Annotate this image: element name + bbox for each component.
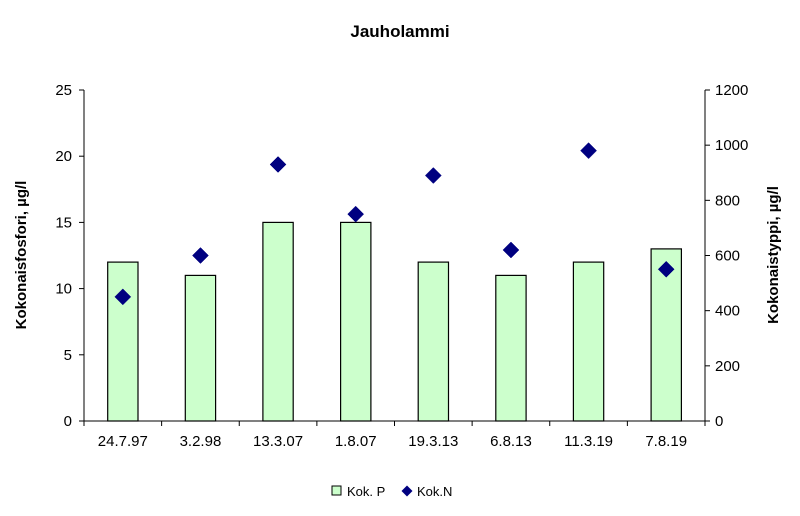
- bar-1.8.07: [340, 221, 372, 422]
- bar-13.3.07: [262, 221, 294, 422]
- point-24.7.97: [114, 288, 132, 306]
- legend: Kok. P Kok.N: [331, 484, 452, 499]
- y-left-tick-label: 5: [64, 347, 72, 364]
- bar-3.2.98: [184, 274, 217, 422]
- x-tick-label: 24.7.97: [98, 433, 148, 450]
- point-19.3.13: [424, 167, 442, 184]
- x-tick-label: 6.8.13: [490, 433, 532, 450]
- bar-6.8.13: [495, 274, 527, 422]
- point-11.3.19: [580, 142, 597, 160]
- legend-swatch-kok-p: [331, 485, 342, 496]
- x-tick-label: 7.8.19: [645, 433, 687, 450]
- x-tick-label: 11.3.19: [564, 433, 613, 450]
- point-6.8.13: [502, 241, 520, 259]
- y-axis-right-label: Kokonaistyppi, µg/l: [765, 186, 782, 324]
- y-left-tick-label: 25: [55, 82, 72, 99]
- point-3.2.98: [192, 247, 209, 264]
- y-right-tick-label: 0: [715, 413, 723, 430]
- chart-title: Jauholammi: [350, 22, 449, 41]
- legend-swatch-kok-n: [401, 485, 413, 497]
- point-13.3.07: [269, 156, 287, 173]
- y-right-tick-label: 1000: [715, 137, 748, 154]
- y-left-tick-label: 10: [55, 281, 72, 298]
- bar-11.3.19: [572, 261, 605, 422]
- plot-area: 0 5 10 15 20 25 0 200 400 600 800 1000 1200 24.7.97 3.…: [55, 82, 748, 450]
- y-right-tick-label: 400: [715, 303, 740, 320]
- point-1.8.07: [347, 205, 365, 223]
- bar-19.3.13: [417, 261, 450, 422]
- y-right-tick-label: 600: [715, 248, 740, 265]
- y-left-tick-label: 15: [55, 214, 72, 231]
- bar-7.8.19: [650, 248, 682, 422]
- point-7.8.19: [657, 260, 675, 278]
- y-right-tick-label: 1200: [715, 82, 748, 99]
- y-right-tick-label: 800: [715, 192, 740, 209]
- x-tick-label: 19.3.13: [408, 433, 458, 450]
- x-tick-label: 13.3.07: [253, 433, 303, 450]
- x-tick-label: 3.2.98: [180, 433, 222, 450]
- y-left-tick-label: 0: [64, 413, 72, 430]
- legend-label-kok-p: Kok. P: [347, 484, 385, 499]
- x-tick-label: 1.8.07: [335, 433, 377, 450]
- legend-label-kok-n: Kok.N: [417, 484, 452, 499]
- y-right-tick-label: 200: [715, 358, 740, 375]
- y-left-tick-label: 20: [55, 148, 72, 165]
- bar-24.7.97: [107, 261, 139, 422]
- y-axis-left-label: Kokonaisfosfori, µg/l: [13, 181, 30, 330]
